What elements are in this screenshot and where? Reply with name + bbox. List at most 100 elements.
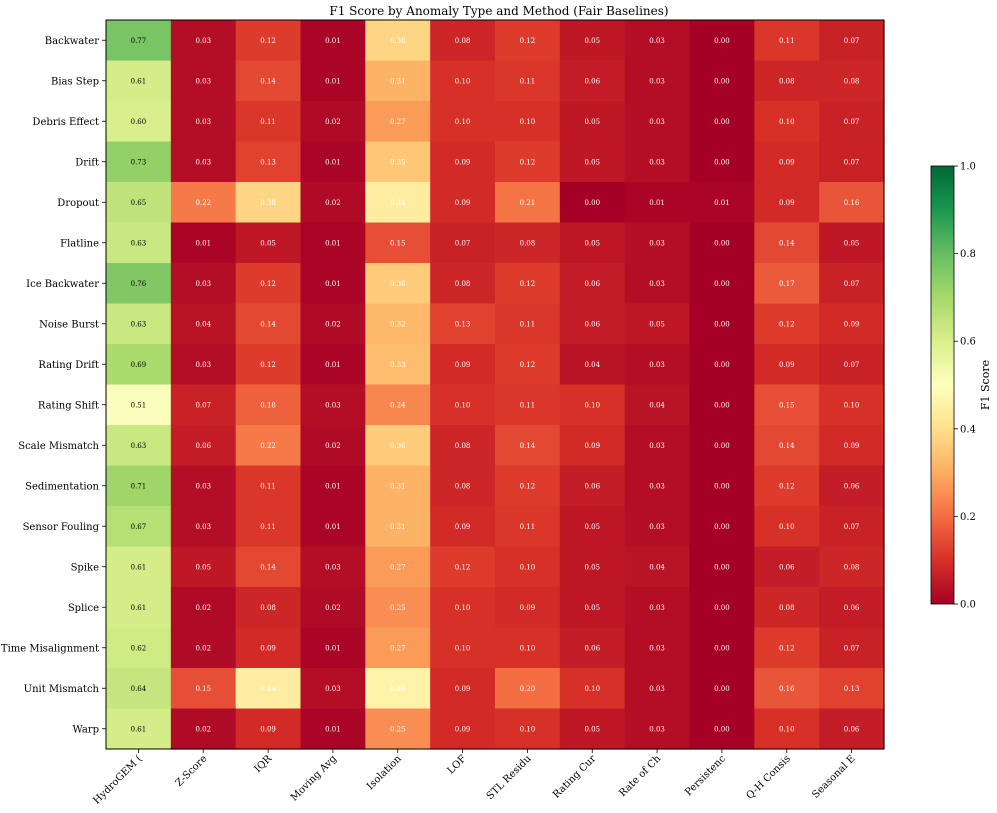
heatmap-cell	[170, 222, 237, 264]
heatmap-cell	[235, 384, 302, 426]
cell-value-label: 0.12	[260, 361, 276, 369]
heatmap-cell	[689, 344, 755, 386]
heatmap-cell	[106, 668, 172, 710]
heatmap-cell	[235, 60, 302, 102]
row-tick-label: Dropout	[57, 198, 99, 209]
heatmap-cell	[300, 627, 366, 669]
colorbar-tick-label: 0.6	[960, 337, 976, 348]
cell-value-label: 0.01	[714, 199, 730, 207]
heatmap-cell	[300, 263, 366, 305]
heatmap-cell	[106, 60, 172, 102]
cell-value-label: 0.02	[325, 118, 341, 126]
heatmap-cell	[495, 627, 561, 669]
cell-value-label: 0.05	[584, 604, 600, 612]
cell-value-label: 0.27	[390, 118, 406, 126]
heatmap-cell	[430, 101, 496, 143]
cell-value-label: 0.03	[649, 37, 665, 45]
heatmap-cell	[819, 263, 885, 305]
colorbar-label: F1 Score	[979, 360, 992, 410]
cell-value-label: 0.31	[390, 77, 406, 85]
cell-value-label: 0.02	[195, 725, 211, 733]
cell-value-label: 0.09	[779, 158, 795, 166]
heatmap-cell	[819, 425, 885, 467]
cell-value-label: 0.76	[131, 280, 147, 288]
cell-value-label: 0.12	[779, 482, 795, 490]
cell-value-label: 0.35	[390, 158, 406, 166]
cell-value-label: 0.08	[779, 604, 795, 612]
cell-value-label: 0.10	[584, 685, 600, 693]
heatmap-cell	[430, 587, 496, 629]
heatmap-cell	[495, 344, 561, 386]
cell-value-label: 0.16	[844, 199, 860, 207]
heatmap-cell	[300, 465, 366, 507]
cell-value-label: 0.06	[779, 563, 795, 571]
heatmap-cell	[106, 384, 172, 426]
heatmap-cell	[106, 546, 172, 588]
heatmap-cell	[235, 627, 302, 669]
heatmap-cell	[559, 222, 626, 264]
heatmap-cell	[106, 627, 172, 669]
heatmap-cell	[624, 182, 691, 224]
cell-value-label: 0.08	[455, 442, 471, 450]
heatmap-cell	[430, 182, 496, 224]
colorbar-tick-label: 0.8	[960, 249, 976, 260]
cell-value-label: 0.01	[325, 482, 341, 490]
cell-value-label: 0.02	[325, 199, 341, 207]
cell-value-label: 0.09	[779, 361, 795, 369]
heatmap-cell	[754, 708, 820, 750]
cell-value-label: 0.00	[714, 401, 730, 409]
heatmap-cell	[365, 182, 431, 224]
cell-value-label: 0.03	[649, 442, 665, 450]
heatmap-cell	[754, 546, 820, 588]
colorbar-tick-label: 0.0	[960, 600, 976, 611]
cell-value-label: 0.03	[325, 685, 341, 693]
cell-value-label: 0.25	[390, 604, 406, 612]
heatmap-cell	[689, 60, 755, 102]
colorbar-ticks: 0.0 0.2 0.4 0.6 0.8 1.0	[954, 162, 976, 611]
cell-value-label: 0.63	[131, 239, 147, 247]
heatmap-cell	[365, 708, 431, 750]
column-tick-label: LOF	[446, 753, 469, 776]
cell-value-label: 0.00	[714, 320, 730, 328]
cell-value-label: 0.01	[325, 239, 341, 247]
heatmap-cell	[624, 101, 691, 143]
heatmap-cell	[365, 141, 431, 183]
heatmap-cell	[754, 587, 820, 629]
cell-value-label: 0.03	[325, 563, 341, 571]
heatmap-cell	[235, 546, 302, 588]
cell-value-label: 0.11	[779, 37, 795, 45]
cell-value-label: 0.00	[714, 685, 730, 693]
cell-value-label: 0.04	[649, 563, 665, 571]
heatmap-cell	[495, 587, 561, 629]
heatmap-cell	[170, 546, 237, 588]
heatmap-cell	[235, 182, 302, 224]
cell-value-label: 0.12	[520, 37, 536, 45]
cell-value-label: 0.01	[325, 158, 341, 166]
heatmap-cell	[495, 425, 561, 467]
cell-value-label: 0.12	[779, 320, 795, 328]
cell-value-label: 0.77	[131, 37, 147, 45]
heatmap-cell	[819, 141, 885, 183]
cell-value-label: 0.03	[195, 158, 211, 166]
heatmap-cell	[689, 141, 755, 183]
cell-value-label: 0.09	[844, 442, 860, 450]
cell-value-label: 0.36	[390, 280, 406, 288]
cell-value-label: 0.61	[131, 563, 147, 571]
cell-value-label: 0.22	[195, 199, 211, 207]
heatmap-cell	[300, 506, 366, 548]
cell-value-label: 0.05	[584, 158, 600, 166]
heatmap-cell	[235, 141, 302, 183]
cell-value-label: 0.09	[455, 725, 471, 733]
cell-value-label: 0.03	[649, 280, 665, 288]
heatmap-cells	[106, 20, 885, 750]
heatmap-cell	[754, 384, 820, 426]
cell-value-label: 0.60	[131, 118, 147, 126]
cell-value-label: 0.05	[260, 239, 276, 247]
column-tick-label: IQR	[253, 753, 275, 775]
cell-value-label: 0.00	[714, 361, 730, 369]
heatmap-cell	[365, 627, 431, 669]
heatmap-cell	[754, 668, 820, 710]
heatmap-cell	[624, 668, 691, 710]
heatmap-cell	[754, 182, 820, 224]
heatmap-cell	[624, 465, 691, 507]
